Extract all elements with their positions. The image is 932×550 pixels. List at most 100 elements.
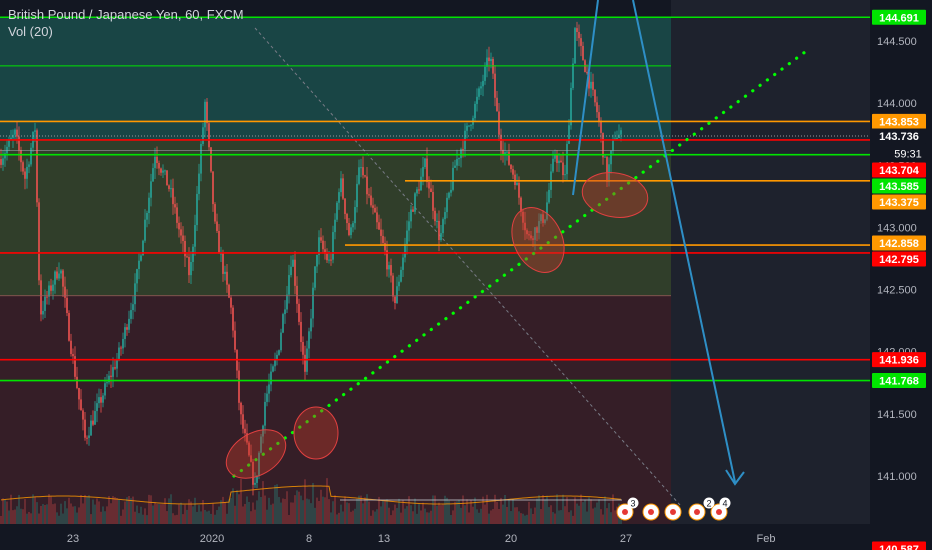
candle-body [556,154,558,164]
candle-body [322,240,324,250]
candle-body [376,212,378,223]
candle-body [38,202,40,281]
volume-bar [214,514,216,524]
candle [162,164,164,179]
candle [320,228,322,243]
volume-bar [538,495,540,524]
candle-body [558,160,560,164]
candle-body [532,238,534,240]
event-count-label: 3 [630,499,635,509]
candle [24,168,26,190]
candle-body [250,455,252,462]
volume-bar [154,502,156,524]
volume-bar [250,511,252,524]
candle [590,71,592,98]
candle-body [188,257,190,276]
price-tag-label: 143.704 [879,165,920,177]
volume-bar [122,509,124,524]
volume-bar [330,512,332,524]
volume-bar [428,512,430,524]
dotted-trendline [232,50,807,478]
volume-bar [72,506,74,524]
volume-bar [292,502,294,524]
candle [288,264,290,304]
volume-bar [192,506,194,524]
candle-body [136,269,138,284]
candle-body [432,192,434,211]
price-tag-143.853: 143.853 [872,113,926,129]
volume-bar [566,496,568,524]
candle-body [342,178,344,199]
candle [574,26,576,64]
candle-body [512,169,514,175]
candle [392,272,394,302]
volume-bar [502,504,504,524]
candle-body [568,125,570,144]
candle [298,298,300,326]
candle [88,426,90,446]
candle-body [56,271,58,279]
event-flag-center [622,509,628,515]
volume-bar [266,509,268,524]
volume-bar [86,496,88,524]
event-count-badge [627,497,639,509]
volume-bar [416,513,418,524]
symbol-title[interactable]: British Pound / Japanese Yen, 60, FXCM [8,7,244,22]
candle [314,266,316,291]
volume-bar [114,497,116,524]
candle-body [530,235,532,239]
candle [94,401,96,426]
candle-body [354,207,356,224]
candle [250,444,252,463]
candle [408,212,410,242]
candle-body [596,102,598,113]
candle [442,217,444,237]
candle-body [252,461,254,485]
candle [538,213,540,240]
volume-bar [270,504,272,524]
volume-bar [534,507,536,524]
candle-body [526,230,528,235]
candle [208,121,210,151]
candle [144,209,146,243]
candle [300,312,302,352]
volume-bar [142,514,144,524]
volume-bar [574,497,576,524]
candle-body [460,149,462,159]
candle [342,173,344,201]
candle-body [268,384,270,394]
candle [180,222,182,244]
candle [452,161,454,192]
volume-bar [542,495,544,524]
candle [602,132,604,165]
candle [520,196,522,217]
volume-bar [104,511,106,524]
candle-body [570,88,572,126]
candle [154,147,156,179]
projection-drop-line [632,0,736,483]
candle [230,295,232,315]
candle [454,159,456,168]
volume-bar [66,508,68,524]
volume-bar [484,504,486,524]
candle-body [284,309,286,315]
volume-bar [424,508,426,524]
candle-body [594,89,596,103]
volume-indicator-label[interactable]: Vol (20) [8,24,53,39]
volume-bar [224,502,226,524]
candle [566,139,568,181]
candle-body [384,242,386,251]
volume-bar [470,500,472,524]
volume-bar [552,512,554,524]
volume-bar [10,494,12,524]
volume-bar [440,505,442,524]
candle [220,246,222,263]
volume-bar [386,499,388,524]
candle [152,163,154,183]
candle [558,153,560,173]
candle-body [412,209,414,212]
volume-bar [102,506,104,524]
candle [468,125,470,128]
volume-bar [476,509,478,524]
